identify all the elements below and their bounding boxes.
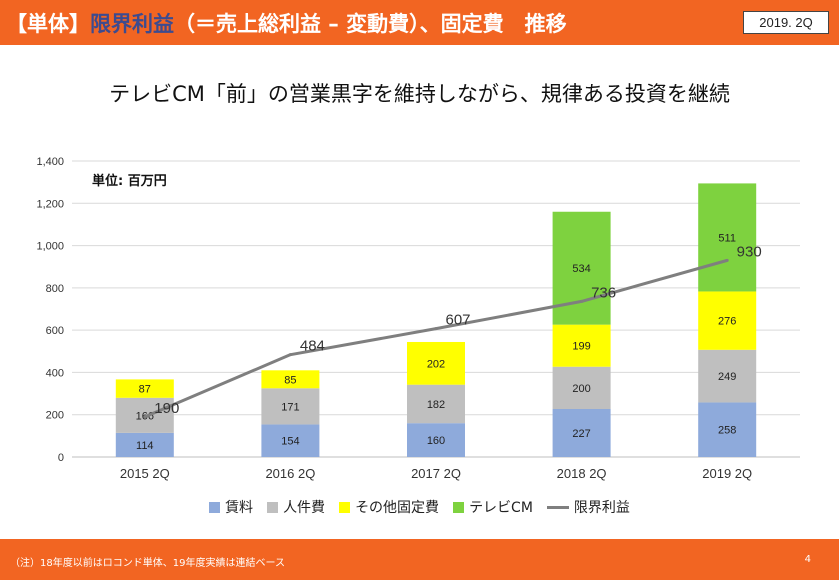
title-suffix: （＝売上総利益 – 変動費）、固定費 推移 <box>174 12 567 36</box>
legend-item-personnel: 人件費 <box>267 497 325 517</box>
x-tick-label: 2015 2Q <box>120 466 170 481</box>
line-data-label: 607 <box>445 312 470 329</box>
bar-data-label: 202 <box>427 358 445 370</box>
marginal-profit-point <box>725 258 729 262</box>
bar-segment <box>261 370 320 389</box>
bar-data-label: 200 <box>572 383 590 395</box>
bar-data-label: 199 <box>572 341 590 353</box>
bar-data-label: 85 <box>284 374 296 386</box>
bar-segment <box>698 183 757 292</box>
page-title: 【単体】限界利益（＝売上総利益 – 変動費）、固定費 推移 <box>6 8 567 38</box>
bar-data-label: 511 <box>718 232 736 244</box>
y-tick-label: 1,000 <box>36 241 64 253</box>
bar-segment <box>698 291 757 350</box>
bar-data-label: 160 <box>427 435 445 447</box>
x-tick-label: 2017 2Q <box>411 466 461 481</box>
bar-segment <box>552 324 611 367</box>
stacked-bar-chart: 02004006008001,0001,2001,400114166872015… <box>36 156 800 481</box>
line-data-label: 484 <box>300 338 325 355</box>
y-tick-label: 1,400 <box>36 156 64 168</box>
bar-data-label: 227 <box>572 428 590 440</box>
legend-swatch-personnel <box>267 501 279 513</box>
x-tick-label: 2016 2Q <box>265 466 315 481</box>
period-badge: 2019. 2Q <box>743 11 829 34</box>
bar-segment <box>407 384 465 424</box>
bar-data-label: 182 <box>427 399 445 411</box>
title-highlight: 限界利益 <box>90 12 174 36</box>
bar-segment <box>407 341 465 385</box>
bar-data-label: 114 <box>136 440 154 452</box>
bar-segment <box>552 409 611 457</box>
legend-label-other-fixed: その他固定費 <box>355 500 440 516</box>
legend-item-rent: 賃料 <box>209 497 253 517</box>
bar-data-label: 534 <box>572 263 590 275</box>
legend-swatch-marginal-profit <box>546 505 569 509</box>
footnote: （注）18年度以前はロコンド単体、19年度実績は連結ベース <box>10 558 285 569</box>
bar-segment <box>698 402 757 457</box>
title-prefix: 【単体】 <box>6 12 90 36</box>
marginal-profit-point <box>580 299 584 303</box>
bar-segment <box>261 388 320 425</box>
marginal-profit-point <box>434 327 438 331</box>
chart-subtitle: テレビCM「前」の営業黒字を維持しながら、規律ある投資を継続 <box>109 82 730 106</box>
marginal-profit-point <box>143 415 147 419</box>
bar-data-label: 249 <box>718 371 736 383</box>
footer-bar: （注）18年度以前はロコンド単体、19年度実績は連結ベース 4 <box>0 539 839 580</box>
legend-item-tv-cm: テレビCM <box>453 497 533 517</box>
bar-data-label: 276 <box>718 316 736 328</box>
line-data-label: 736 <box>591 284 616 301</box>
x-tick-label: 2018 2Q <box>557 466 607 481</box>
bar-data-label: 87 <box>139 384 151 396</box>
bar-segment <box>261 424 320 457</box>
bar-segment <box>552 366 611 410</box>
legend-label-tv-cm: テレビCM <box>469 500 533 516</box>
y-tick-label: 800 <box>46 283 64 295</box>
chart-legend: 賃料 人件費 その他固定費 テレビCM 限界利益 <box>0 497 839 517</box>
legend-label-marginal-profit: 限界利益 <box>573 500 630 516</box>
unit-label: 単位: 百万円 <box>92 174 167 189</box>
line-data-label: 930 <box>737 243 762 260</box>
y-tick-label: 600 <box>46 325 64 337</box>
line-data-label: 190 <box>154 400 179 417</box>
legend-swatch-tv-cm <box>453 501 465 513</box>
bar-segment <box>407 423 465 457</box>
legend-label-personnel: 人件費 <box>283 500 326 516</box>
page-number: 4 <box>804 554 811 565</box>
bar-data-label: 258 <box>718 425 736 437</box>
y-tick-label: 1,200 <box>36 198 64 210</box>
legend-swatch-other-fixed <box>339 501 351 513</box>
bar-segment <box>115 432 174 457</box>
header-bar: 【単体】限界利益（＝売上総利益 – 変動費）、固定費 推移 2019. 2Q <box>0 0 839 45</box>
y-tick-label: 400 <box>46 367 64 379</box>
legend-item-marginal-profit: 限界利益 <box>546 497 630 517</box>
legend-swatch-rent <box>209 501 221 513</box>
y-tick-label: 200 <box>46 410 64 422</box>
legend-label-rent: 賃料 <box>225 500 254 516</box>
x-tick-label: 2019 2Q <box>702 466 752 481</box>
bar-segment <box>698 349 757 403</box>
bar-segment <box>115 379 174 398</box>
legend-item-other-fixed: その他固定費 <box>339 497 439 517</box>
bar-data-label: 171 <box>281 401 299 413</box>
y-tick-label: 0 <box>58 452 64 464</box>
marginal-profit-point <box>288 353 292 357</box>
bar-data-label: 154 <box>281 436 299 448</box>
